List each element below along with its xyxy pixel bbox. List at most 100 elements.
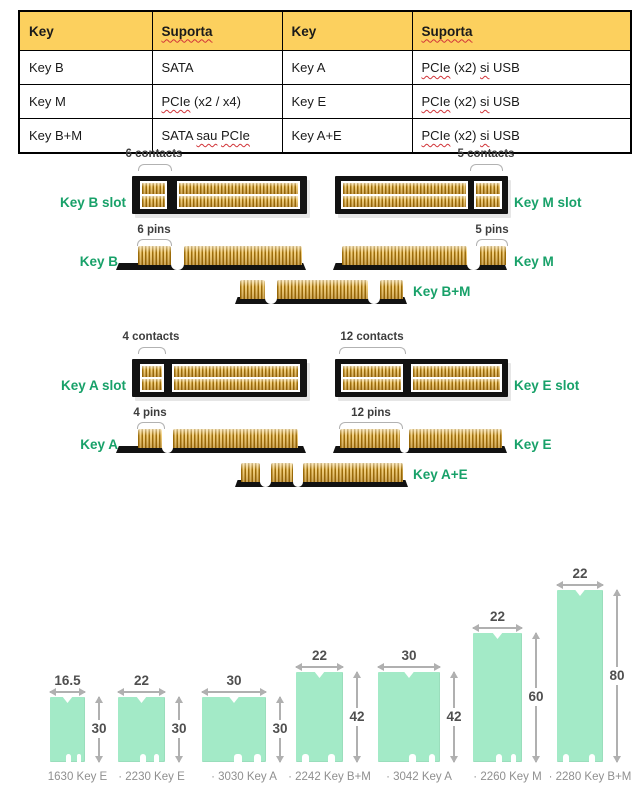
table-row: Key B+M SATA sau PCIe Key A+E PCIe (x2) … bbox=[18, 118, 632, 154]
key-bm-card-label: Key B+M bbox=[413, 284, 471, 299]
module-outline bbox=[557, 589, 603, 763]
key-b-slot-diagram bbox=[132, 176, 307, 214]
gold-contacts bbox=[476, 183, 500, 194]
edge-notch bbox=[328, 754, 335, 763]
module-outline bbox=[50, 696, 85, 763]
key-m-slot-diagram bbox=[335, 176, 508, 214]
width-value: 30 bbox=[226, 673, 242, 688]
cell-support: PCIe (x2 / x4) bbox=[151, 84, 283, 119]
key-notch bbox=[265, 290, 277, 304]
top-notch bbox=[136, 696, 147, 703]
key-e-slot-diagram bbox=[335, 359, 508, 397]
brace-icon bbox=[476, 239, 508, 246]
gold-contacts bbox=[343, 379, 401, 390]
gold-contacts bbox=[413, 379, 500, 390]
top-notch bbox=[403, 671, 415, 678]
brace-icon bbox=[339, 422, 403, 429]
key-notch bbox=[368, 290, 380, 304]
size-module-2230: 22 30 · 2230 Key E bbox=[98, 540, 205, 788]
contact-well bbox=[177, 181, 300, 209]
edge-notch bbox=[562, 754, 570, 763]
gold-pins bbox=[303, 463, 403, 482]
size-module-3042: 30 42 · 3042 Key A bbox=[358, 540, 480, 788]
width-arrow-icon bbox=[117, 688, 166, 696]
key-m-card-label: Key M bbox=[514, 254, 554, 269]
gold-pins bbox=[271, 463, 293, 482]
cell-key: Key E bbox=[281, 84, 413, 119]
gold-contacts bbox=[413, 366, 500, 377]
gold-pins bbox=[480, 246, 506, 265]
module-size-chart: 16.5 30 1630 Key E 22 30 · 2230 Key E bbox=[0, 540, 634, 788]
key-a-card-diagram bbox=[116, 427, 306, 453]
key-notch bbox=[260, 473, 271, 487]
gold-contacts bbox=[174, 379, 298, 390]
contacts-count-label: 5 contacts bbox=[457, 148, 515, 160]
cell-key: Key B bbox=[18, 50, 153, 85]
key-notch bbox=[467, 256, 480, 270]
height-value: 42 bbox=[441, 708, 467, 726]
contact-well bbox=[140, 364, 164, 392]
brace-icon bbox=[137, 239, 172, 246]
width-value: 22 bbox=[572, 566, 588, 581]
gold-pins bbox=[380, 280, 403, 299]
edge-notch bbox=[495, 754, 502, 763]
gold-contacts bbox=[476, 196, 500, 207]
card-base bbox=[333, 263, 507, 270]
gold-contacts bbox=[343, 196, 466, 207]
edge-notch bbox=[510, 754, 517, 763]
pins-count-label: 5 pins bbox=[475, 224, 509, 236]
gold-pins bbox=[409, 429, 502, 448]
key-a-e-diagram-group: 4 contacts Key A slot 12 contacts Key E … bbox=[0, 331, 634, 501]
col-header-suporta: Suporta bbox=[151, 10, 283, 51]
gold-contacts bbox=[142, 183, 165, 194]
key-e-slot-label: Key E slot bbox=[514, 378, 580, 393]
key-bm-card-diagram bbox=[235, 278, 407, 304]
edge-notch bbox=[428, 754, 436, 763]
module-outline bbox=[378, 671, 440, 763]
contacts-count-label: 6 contacts bbox=[125, 148, 183, 160]
contacts-count-label: 12 contacts bbox=[340, 331, 404, 343]
width-arrow-icon bbox=[201, 688, 267, 696]
contact-well bbox=[474, 181, 502, 209]
cell-support: SATA sau PCIe bbox=[151, 118, 283, 154]
size-module-2242: 22 42 · 2242 Key B+M bbox=[276, 540, 383, 788]
width-value: 22 bbox=[133, 673, 150, 688]
gold-contacts bbox=[179, 183, 298, 194]
height-value: 30 bbox=[86, 720, 112, 738]
module-outline bbox=[296, 671, 343, 763]
pins-count-label: 4 pins bbox=[133, 407, 167, 419]
width-arrow-icon bbox=[556, 581, 604, 589]
edge-notch bbox=[139, 754, 146, 763]
edge-notch bbox=[154, 754, 160, 763]
key-b-m-diagram-group: 6 contacts Key B slot 5 contacts Key M s… bbox=[0, 148, 634, 318]
brace-icon bbox=[138, 347, 166, 354]
top-notch bbox=[62, 696, 73, 703]
cell-support: SATA bbox=[151, 50, 283, 85]
key-b-card-label: Key B bbox=[79, 254, 118, 269]
edge-notch bbox=[66, 754, 71, 763]
height-value: 80 bbox=[604, 667, 630, 685]
edge-notch bbox=[409, 754, 417, 763]
cell-key: Key B+M bbox=[18, 118, 153, 154]
cell-support: PCIe (x2) si USB bbox=[411, 118, 632, 154]
cell-support: PCIe (x2) si USB bbox=[411, 84, 632, 119]
width-value: 22 bbox=[311, 648, 328, 663]
module-label: · 3030 Key A bbox=[211, 771, 277, 783]
col-header-key: Key bbox=[18, 10, 153, 51]
key-ae-card-label: Key A+E bbox=[413, 467, 468, 482]
col-header-key2: Key bbox=[281, 10, 413, 51]
module-label: · 2230 Key E bbox=[118, 771, 185, 783]
gold-contacts bbox=[174, 366, 298, 377]
key-support-table: Key Suporta Key Suporta Key B SATA Key A… bbox=[18, 10, 632, 154]
gold-pins bbox=[184, 246, 302, 265]
key-m-card-diagram bbox=[333, 244, 507, 270]
width-arrow-icon bbox=[472, 624, 523, 632]
width-value: 30 bbox=[401, 648, 417, 663]
size-module-1630: 16.5 30 1630 Key E bbox=[30, 540, 125, 788]
key-ae-card-diagram bbox=[235, 461, 408, 487]
key-b-slot-label: Key B slot bbox=[59, 195, 126, 210]
brace-icon bbox=[137, 422, 165, 429]
key-notch bbox=[400, 439, 409, 453]
width-arrow-icon bbox=[49, 688, 86, 696]
